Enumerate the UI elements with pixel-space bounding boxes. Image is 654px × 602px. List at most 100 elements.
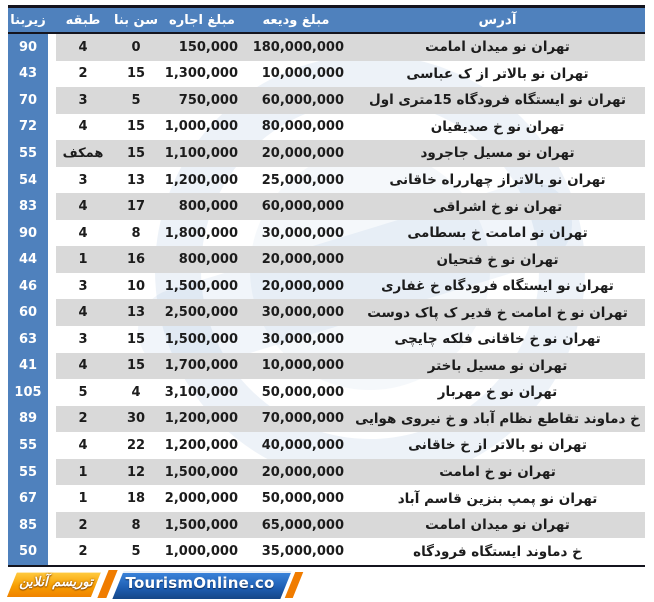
- cell-address: تهران نو خ امامت خ قدیر ک پاک دوست: [350, 299, 645, 327]
- cell-address: تهران نو مسیل جاجرود: [350, 140, 645, 167]
- table-body: 90 4 0 150,000 180,000,000 تهران نو میدا…: [8, 34, 645, 565]
- table-row: 85 2 8 1,500,000 65,000,000 تهران نو مید…: [8, 511, 645, 539]
- cell-address: تهران نو میدان امامت: [350, 34, 645, 61]
- table-row: 67 1 18 2,000,000 50,000,000 تهران نو پم…: [8, 485, 645, 512]
- cell-address: تهران نو پمپ بنزین قاسم آباد: [397, 490, 598, 507]
- cell-address: تهران نو بالاتر از خ خاقانی: [408, 437, 587, 454]
- header-age: سن بنا: [113, 12, 159, 28]
- table-row: 46 3 10 1,500,000 20,000,000 تهران نو ای…: [8, 272, 645, 300]
- cell-rent: 1,000,000: [164, 544, 238, 560]
- cell-gap: [48, 379, 56, 406]
- table-row: 43 2 15 1,300,000 10,000,000 تهران نو با…: [8, 60, 645, 88]
- cell-floor: 4: [78, 119, 88, 135]
- cell-rent: 1,300,000: [164, 66, 238, 82]
- cell-rent: 1,500,000: [164, 278, 238, 294]
- cell-gap: [48, 538, 56, 565]
- cell-area: 60: [8, 299, 48, 327]
- header-rent: مبلغ اجاره: [169, 12, 235, 28]
- cell-deposit: 20,000,000: [261, 278, 344, 294]
- cell-gap: [48, 246, 56, 273]
- cell-rent: 2,000,000: [164, 491, 238, 507]
- cell-gap: [48, 220, 56, 247]
- cell-rent: 1,500,000: [162, 458, 242, 486]
- cell-gap: [48, 485, 56, 512]
- cell-area: 55: [8, 432, 48, 459]
- cell-address: تهران نو خ فتحیان: [350, 246, 645, 273]
- cell-gap: [48, 193, 56, 220]
- logo-english-text: TourismOnline.co: [125, 574, 275, 592]
- cell-floor: 5: [78, 384, 88, 400]
- cell-deposit: 25,000,000: [261, 172, 344, 188]
- cell-floor: 3: [78, 278, 88, 294]
- table-row: 83 4 17 800,000 60,000,000 تهران نو خ اش…: [8, 193, 645, 220]
- cell-address: تهران نو خ مهربار: [437, 384, 558, 401]
- cell-area: 50: [8, 538, 48, 565]
- cell-address: تهران نو امامت خ بسطامی: [407, 225, 588, 242]
- cell-floor: 3: [56, 87, 110, 114]
- cell-floor: 1: [56, 246, 110, 273]
- cell-area: 90: [8, 219, 48, 247]
- cell-rent: 150,000: [162, 34, 242, 61]
- cell-rent: 1,500,000: [162, 511, 242, 539]
- cell-age: 15: [110, 352, 162, 380]
- cell-rent: 1,500,000: [164, 331, 238, 347]
- cell-gap: [48, 140, 56, 167]
- header-deposit: مبلغ ودیعه: [262, 12, 330, 28]
- cell-deposit: 60,000,000: [242, 193, 350, 220]
- cell-address: تهران نو مسیل باختر: [350, 352, 645, 380]
- cell-deposit: 10,000,000: [242, 352, 350, 380]
- cell-floor: 2: [78, 66, 88, 82]
- table-row: 90 4 8 1,800,000 30,000,000 تهران نو اما…: [8, 219, 645, 247]
- rental-listings-table: زیربنا طبقه سن بنا مبلغ اجاره مبلغ ودیعه…: [8, 5, 645, 567]
- cell-address: تهران نو بالاتر از ک عباسی: [406, 65, 589, 82]
- cell-area: 67: [8, 485, 48, 512]
- cell-rent: 1,200,000: [162, 405, 242, 433]
- cell-gap: [48, 87, 56, 114]
- header-gap: [48, 8, 56, 32]
- cell-age: 13: [110, 299, 162, 327]
- cell-address: تهران نو خ امامت: [350, 458, 645, 486]
- cell-rent: 3,100,000: [164, 384, 238, 400]
- cell-address: تهران نو ایستگاه فرودگاه 15متری اول: [350, 87, 645, 114]
- cell-gap: [48, 353, 56, 380]
- cell-address: خ دماوند ایستگاه فرودگاه: [413, 543, 582, 560]
- cell-age: 13: [126, 172, 146, 188]
- cell-rent: 1,200,000: [164, 172, 238, 188]
- cell-age: 17: [110, 193, 162, 220]
- logo-farsi-text: توریسم آنلاین: [19, 575, 93, 590]
- cell-area: 46: [8, 272, 48, 300]
- cell-floor: 3: [78, 331, 88, 347]
- table-row: 63 3 15 1,500,000 30,000,000 تهران نو خ …: [8, 326, 645, 353]
- cell-age: 8: [131, 225, 141, 241]
- table-row: 60 4 13 2,500,000 30,000,000 تهران نو خ …: [8, 299, 645, 327]
- cell-gap: [48, 326, 56, 353]
- cell-floor: 2: [78, 544, 88, 560]
- cell-age: 10: [126, 278, 146, 294]
- cell-age: 16: [110, 246, 162, 273]
- cell-deposit: 80,000,000: [261, 119, 344, 135]
- table-row: 54 3 13 1,200,000 25,000,000 تهران نو با…: [8, 166, 645, 194]
- cell-age: 4: [131, 384, 141, 400]
- table-row: 55 4 22 1,200,000 40,000,000 تهران نو با…: [8, 432, 645, 459]
- cell-area: 63: [8, 326, 48, 353]
- cell-age: 18: [126, 491, 146, 507]
- cell-floor: 4: [78, 437, 88, 453]
- table-row: 72 4 15 1,000,000 80,000,000 تهران نو خ …: [8, 113, 645, 141]
- cell-area: 70: [8, 87, 48, 114]
- cell-area: 72: [8, 113, 48, 141]
- cell-floor: همکف: [56, 140, 110, 167]
- cell-deposit: 50,000,000: [261, 491, 344, 507]
- cell-area: 55: [8, 140, 48, 167]
- cell-age: 30: [110, 405, 162, 433]
- cell-gap: [48, 61, 56, 88]
- cell-floor: 1: [78, 491, 88, 507]
- cell-floor: 1: [56, 458, 110, 486]
- cell-area: 54: [8, 166, 48, 194]
- cell-age: 5: [131, 544, 141, 560]
- cell-area: 105: [8, 379, 48, 406]
- tourism-online-logo[interactable]: توریسم آنلاین TourismOnline.co: [6, 570, 304, 599]
- table-header-row: زیربنا طبقه سن بنا مبلغ اجاره مبلغ ودیعه…: [8, 8, 645, 34]
- cell-floor: 4: [56, 193, 110, 220]
- cell-gap: [48, 114, 56, 141]
